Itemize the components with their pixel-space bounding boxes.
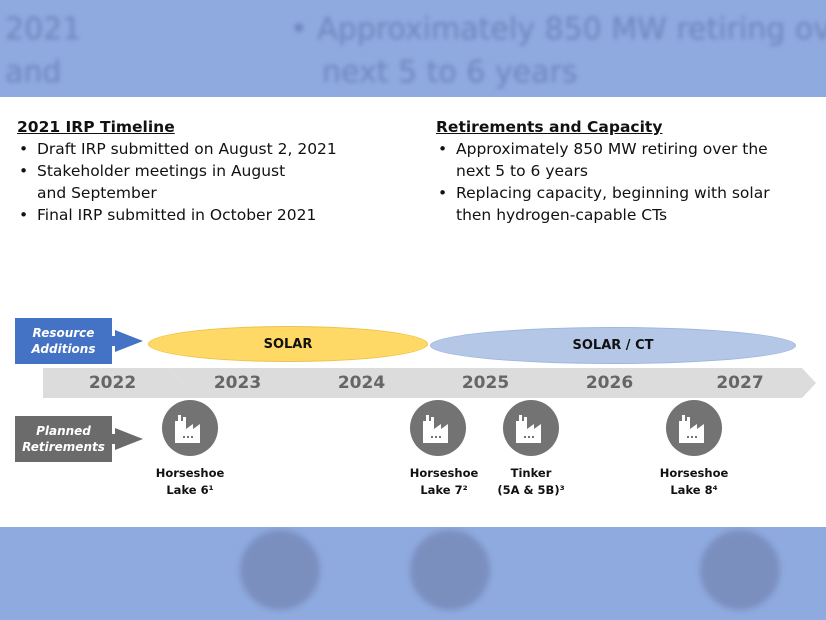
bg-factory-icon	[240, 530, 320, 610]
factory-icon	[410, 400, 466, 456]
bg-text: • Approximately 850 MW retiring over	[290, 12, 826, 47]
bullet: Stakeholder meetings in August and Septe…	[17, 160, 317, 204]
bg-text: and	[5, 55, 62, 90]
resource-additions-label: Resource Additions	[15, 318, 112, 364]
year-2024: 2024	[292, 368, 431, 398]
year-2026: 2026	[540, 368, 679, 398]
bg-factory-icon	[410, 530, 490, 610]
bullet: Approximately 850 MW retiring over the n…	[436, 138, 776, 182]
plant-label: Tinker (5A & 5B)³	[497, 466, 565, 497]
factory-icon	[162, 400, 218, 456]
plant-label: Horseshoe Lake 8⁴	[659, 466, 729, 497]
factory-icon	[666, 400, 722, 456]
year-2027: 2027	[664, 368, 816, 398]
retirements-section: Retirements and Capacity Approximately 8…	[436, 116, 786, 226]
year-2022: 2022	[43, 368, 182, 398]
bullet: Replacing capacity, beginning with solar…	[436, 182, 776, 226]
bg-text: next 5 to 6 years	[322, 55, 578, 90]
year-2023: 2023	[168, 368, 307, 398]
plant-label: Horseshoe Lake 6¹	[155, 466, 225, 497]
arrow-right-icon	[115, 330, 143, 352]
section-title: 2021 IRP Timeline	[17, 118, 175, 136]
planned-retirements-label: Planned Retirements	[15, 416, 112, 462]
section-title: Retirements and Capacity	[436, 118, 663, 136]
bullet: Draft IRP submitted on August 2, 2021	[17, 138, 397, 160]
plant-label: Horseshoe Lake 7²	[409, 466, 479, 497]
bg-factory-icon	[700, 530, 780, 610]
solar-phase: SOLAR	[148, 326, 428, 362]
bg-text: 2021	[5, 12, 82, 47]
irp-timeline-section: 2021 IRP Timeline Draft IRP submitted on…	[17, 116, 397, 226]
year-2025: 2025	[416, 368, 555, 398]
factory-icon	[503, 400, 559, 456]
arrow-right-icon	[115, 428, 143, 450]
bullet: Final IRP submitted in October 2021	[17, 204, 397, 226]
solar-ct-phase: SOLAR / CT	[430, 327, 796, 364]
